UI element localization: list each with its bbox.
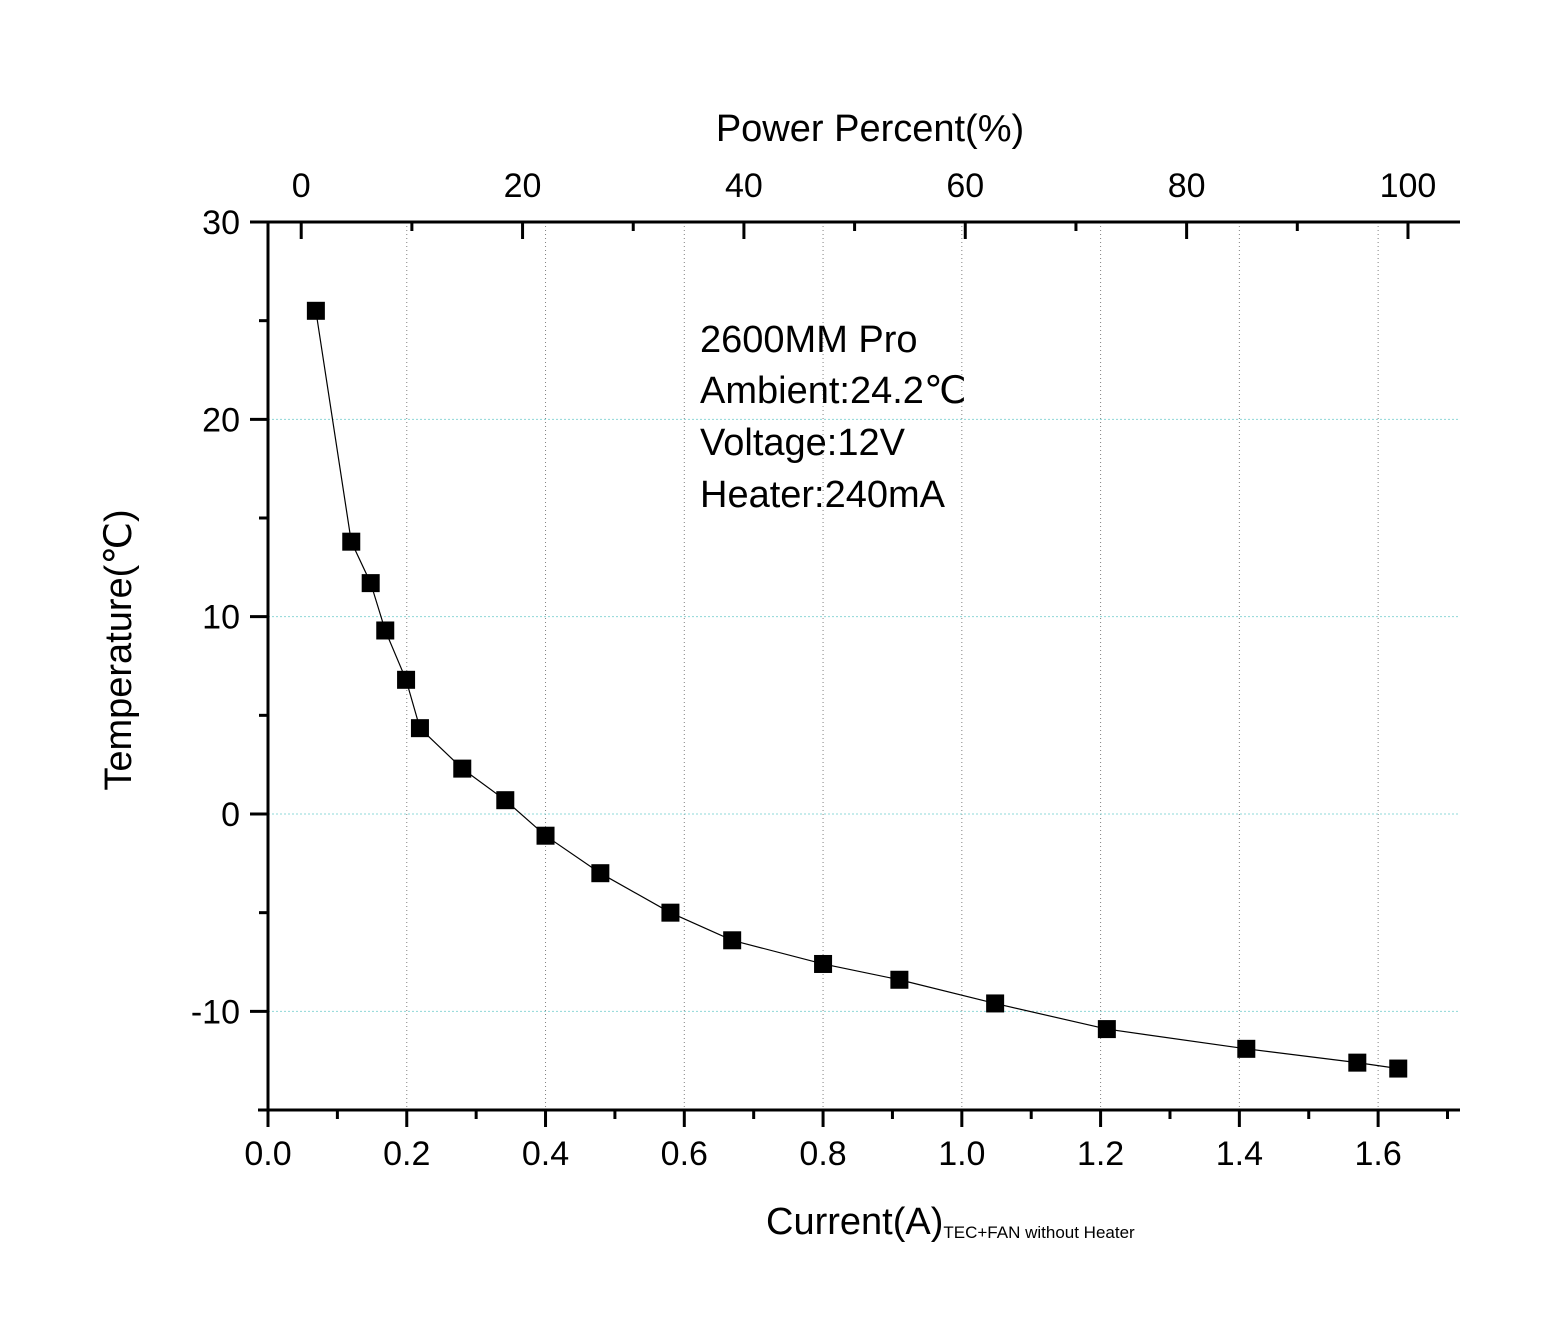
x-tick-label: 0.2 bbox=[383, 1135, 430, 1173]
x-tick-label: 1.6 bbox=[1354, 1135, 1401, 1173]
axes bbox=[250, 220, 1460, 1127]
x-tick-label: 1.2 bbox=[1077, 1135, 1124, 1173]
data-point bbox=[361, 574, 380, 593]
data-point bbox=[397, 670, 416, 689]
data-point bbox=[376, 621, 395, 640]
x-axis-title: Current(A)TEC+FAN without Heater bbox=[766, 1201, 1135, 1243]
annotation: 2600MM Pro Ambient:24.2℃ Voltage:12V Hea… bbox=[700, 319, 967, 516]
data-point bbox=[661, 903, 680, 922]
top-x-tick-label: 0 bbox=[292, 167, 311, 205]
data-point bbox=[1348, 1053, 1367, 1072]
data-point bbox=[723, 931, 742, 950]
y-tick-label: 20 bbox=[202, 401, 240, 439]
data-point bbox=[453, 759, 472, 778]
top-x-tick-label: 60 bbox=[946, 167, 984, 205]
data-point bbox=[536, 826, 555, 845]
x-axis-title-main: Current(A) bbox=[766, 1201, 943, 1243]
x-tick-label: 0.6 bbox=[661, 1135, 708, 1173]
data-point bbox=[342, 532, 361, 551]
data-point bbox=[591, 864, 610, 883]
x-tick-label: 1.0 bbox=[938, 1135, 985, 1173]
x-tick-label: 1.4 bbox=[1216, 1135, 1263, 1173]
annotation-line: Ambient:24.2℃ bbox=[700, 370, 967, 412]
data-point bbox=[306, 301, 325, 320]
grid bbox=[268, 222, 1460, 1110]
tick-labels: 0.0 0.2 0.4 0.6 0.8 1.0 1.2 1.4 1.6 -10 0 10 20 30 0 20… bbox=[191, 167, 1436, 1173]
data-point bbox=[814, 954, 833, 973]
data-point bbox=[1389, 1059, 1408, 1078]
top-x-tick-label: 40 bbox=[725, 167, 763, 205]
top-x-tick-label: 100 bbox=[1380, 167, 1437, 205]
y-tick-label: 10 bbox=[202, 599, 240, 637]
data-point bbox=[986, 994, 1005, 1013]
data-point bbox=[1237, 1039, 1256, 1058]
x-tick-label: 0.0 bbox=[244, 1135, 291, 1173]
x-tick-label: 0.4 bbox=[522, 1135, 569, 1173]
data-point bbox=[890, 970, 909, 989]
x-axis-title-subscript: TEC+FAN without Heater bbox=[943, 1223, 1135, 1242]
data-point bbox=[496, 791, 515, 810]
annotation-line: 2600MM Pro bbox=[700, 319, 918, 361]
top-x-tick-label: 20 bbox=[504, 167, 542, 205]
y-axis-title: Temperature(℃) bbox=[98, 509, 140, 790]
x-tick-label: 0.8 bbox=[799, 1135, 846, 1173]
data-point bbox=[410, 719, 429, 738]
annotation-line: Voltage:12V bbox=[700, 422, 906, 464]
top-x-tick-label: 80 bbox=[1168, 167, 1206, 205]
top-x-axis-title: Power Percent(%) bbox=[716, 108, 1024, 150]
y-tick-label: -10 bbox=[191, 993, 240, 1031]
y-tick-label: 30 bbox=[202, 204, 240, 242]
annotation-line: Heater:240mA bbox=[700, 474, 946, 516]
series bbox=[306, 301, 1408, 1078]
data-point bbox=[1097, 1020, 1116, 1039]
y-tick-label: 0 bbox=[221, 796, 240, 834]
